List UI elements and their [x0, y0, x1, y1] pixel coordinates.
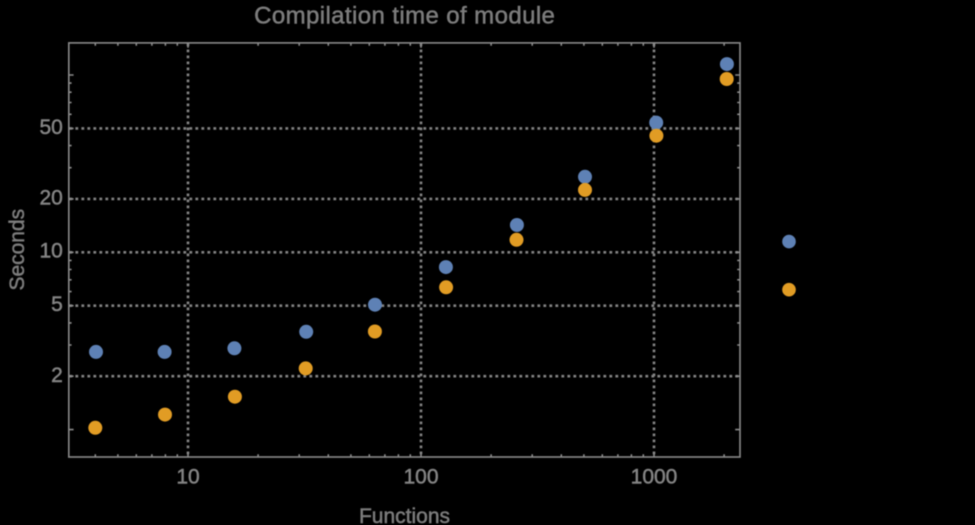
svg-text:10: 10: [176, 465, 199, 488]
svg-text:20: 20: [39, 187, 62, 210]
svg-text:2: 2: [51, 364, 63, 387]
svg-text:5: 5: [51, 293, 63, 316]
svg-text:1000: 1000: [631, 465, 678, 488]
svg-text:50: 50: [39, 116, 62, 139]
svg-text:Compilation time of module: Compilation time of module: [254, 3, 555, 30]
svg-text:100: 100: [403, 465, 438, 488]
svg-text:Seconds: Seconds: [6, 209, 29, 291]
svg-text:Functions: Functions: [359, 505, 450, 525]
svg-text:10: 10: [39, 240, 62, 263]
